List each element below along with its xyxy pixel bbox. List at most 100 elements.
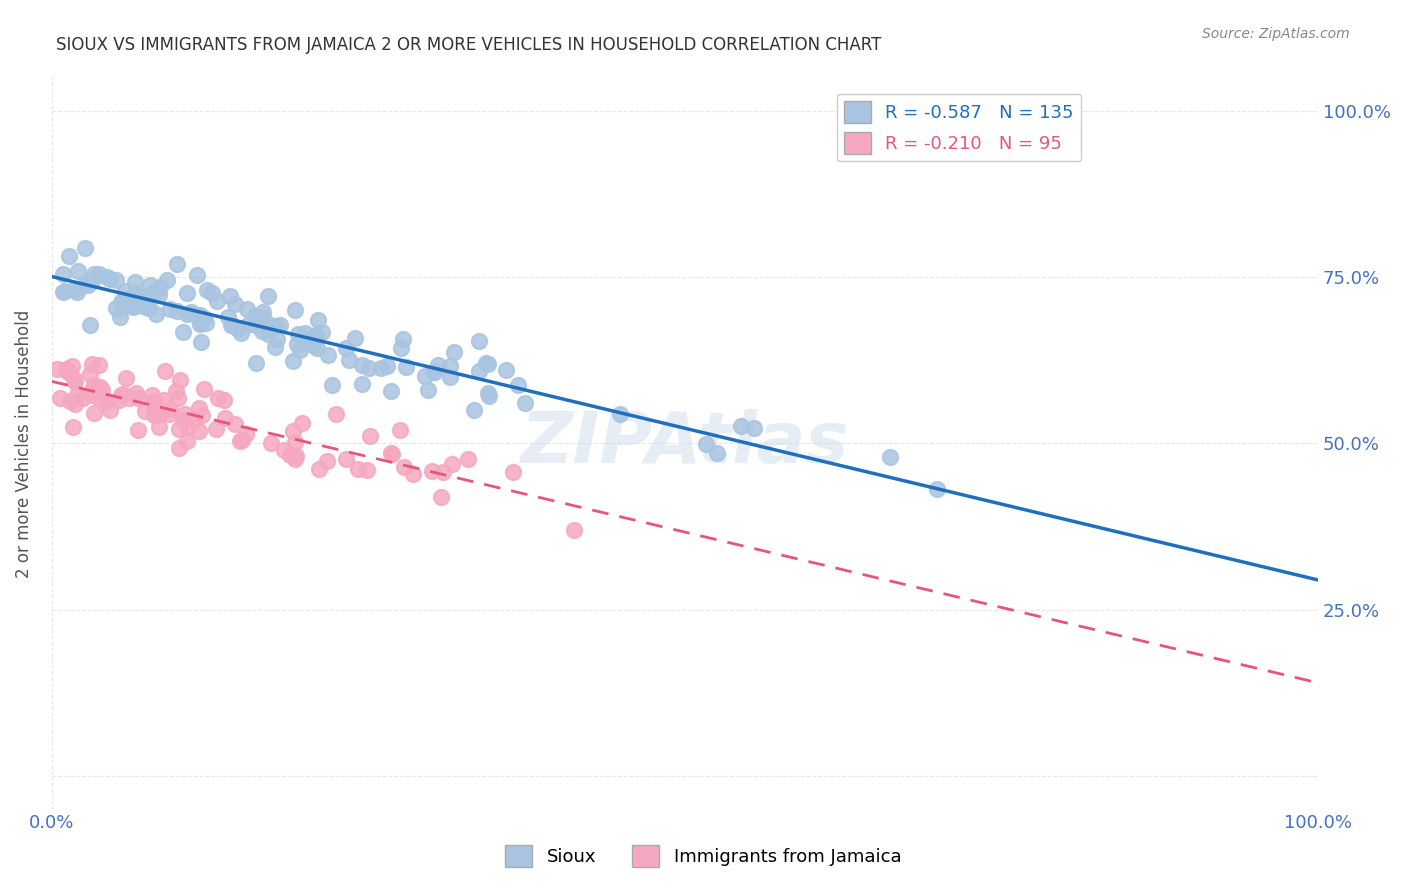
Point — [124, 300, 146, 314]
Point — [335, 452, 357, 467]
Point — [389, 342, 412, 356]
Point — [90, 383, 112, 397]
Point — [392, 459, 415, 474]
Point — [416, 383, 439, 397]
Point — [125, 386, 148, 401]
Point — [96, 394, 118, 409]
Point — [176, 285, 198, 300]
Point — [89, 392, 111, 406]
Point — [176, 419, 198, 434]
Point — [72, 391, 94, 405]
Point — [75, 241, 97, 255]
Point — [304, 331, 326, 345]
Point — [62, 420, 84, 434]
Point — [125, 288, 148, 302]
Point — [111, 300, 134, 314]
Point — [111, 293, 134, 308]
Point — [439, 359, 461, 374]
Point — [413, 368, 436, 383]
Point — [475, 356, 498, 370]
Point — [83, 406, 105, 420]
Legend: Sioux, Immigrants from Jamaica: Sioux, Immigrants from Jamaica — [498, 838, 908, 874]
Point — [204, 422, 226, 436]
Point — [77, 278, 100, 293]
Point — [468, 334, 491, 348]
Point — [141, 388, 163, 402]
Point — [380, 384, 402, 398]
Point — [281, 425, 304, 439]
Point — [66, 285, 89, 299]
Point — [122, 300, 145, 314]
Point — [281, 354, 304, 368]
Point — [127, 391, 149, 405]
Point — [288, 343, 311, 358]
Point — [243, 310, 266, 324]
Point — [477, 385, 499, 400]
Point — [58, 249, 80, 263]
Point — [457, 452, 479, 467]
Point — [292, 334, 315, 349]
Point — [284, 452, 307, 467]
Point — [96, 270, 118, 285]
Point — [389, 423, 412, 437]
Point — [381, 448, 404, 462]
Point — [188, 308, 211, 322]
Point — [229, 326, 252, 341]
Point — [308, 461, 330, 475]
Point — [335, 341, 357, 355]
Point — [127, 423, 149, 437]
Point — [264, 340, 287, 354]
Point — [131, 291, 153, 305]
Point — [252, 311, 274, 326]
Point — [167, 422, 190, 436]
Point — [706, 446, 728, 460]
Point — [235, 426, 257, 441]
Point — [343, 331, 366, 345]
Point — [188, 401, 211, 416]
Point — [236, 301, 259, 316]
Point — [89, 380, 111, 394]
Point — [356, 463, 378, 477]
Point — [430, 490, 453, 504]
Point — [259, 436, 281, 450]
Point — [214, 410, 236, 425]
Point — [188, 318, 211, 332]
Point — [224, 297, 246, 311]
Point — [515, 396, 537, 410]
Point — [159, 402, 181, 417]
Point — [495, 362, 517, 376]
Point — [357, 361, 380, 376]
Point — [502, 466, 524, 480]
Point — [117, 391, 139, 405]
Point — [256, 320, 278, 334]
Point — [423, 364, 446, 378]
Point — [62, 372, 84, 386]
Point — [380, 445, 402, 459]
Point — [60, 359, 83, 374]
Point — [63, 282, 86, 296]
Point — [311, 326, 333, 340]
Point — [117, 295, 139, 310]
Legend: R = -0.587   N = 135, R = -0.210   N = 95: R = -0.587 N = 135, R = -0.210 N = 95 — [837, 94, 1081, 161]
Point — [110, 296, 132, 310]
Point — [79, 318, 101, 332]
Point — [391, 333, 413, 347]
Point — [231, 433, 253, 447]
Point — [183, 411, 205, 425]
Point — [245, 318, 267, 332]
Point — [224, 417, 246, 431]
Point — [252, 305, 274, 319]
Point — [149, 280, 172, 294]
Point — [284, 435, 307, 450]
Point — [742, 421, 765, 435]
Point — [53, 285, 76, 299]
Point — [219, 318, 242, 333]
Point — [238, 318, 260, 332]
Point — [104, 273, 127, 287]
Point — [207, 294, 229, 309]
Point — [124, 286, 146, 301]
Point — [114, 284, 136, 298]
Point — [180, 305, 202, 319]
Point — [266, 332, 288, 346]
Point — [148, 420, 170, 434]
